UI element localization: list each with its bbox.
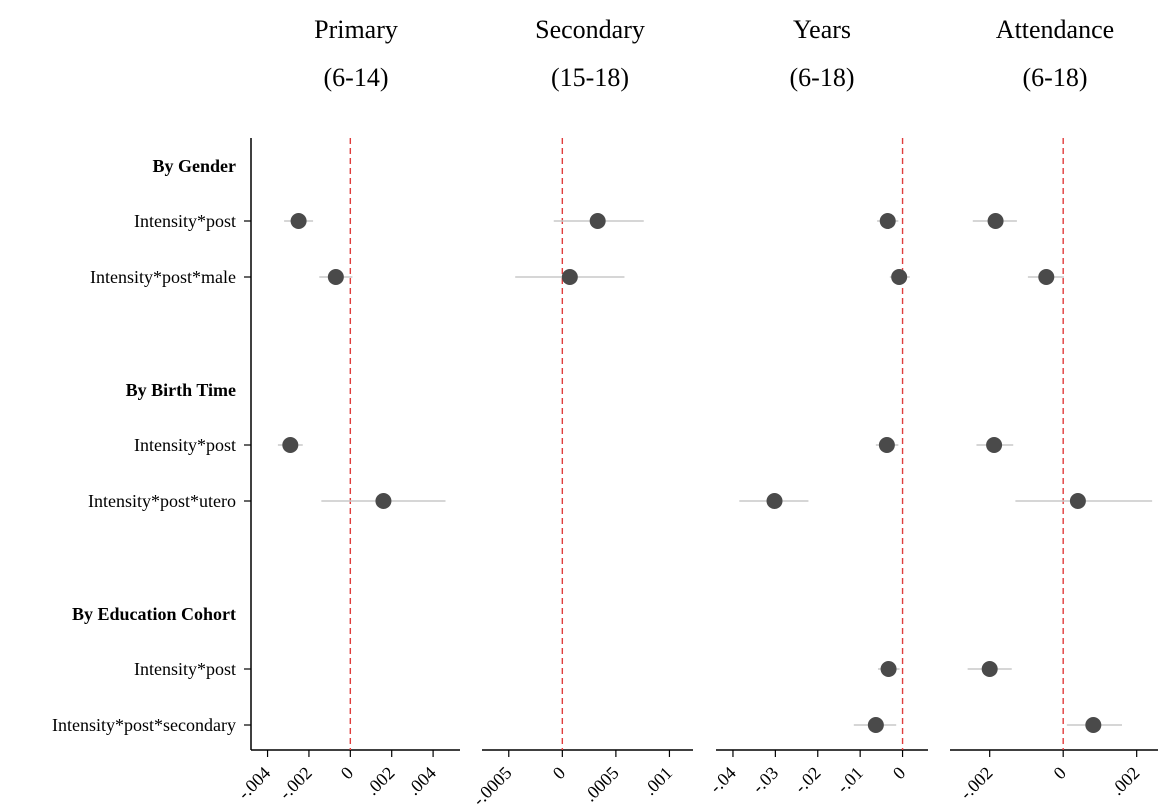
panel-subtitle: (6-14) (324, 63, 389, 92)
panel-subtitle: (15-18) (551, 63, 629, 92)
row-label: Intensity*post (134, 435, 236, 455)
point-estimate (766, 493, 783, 509)
x-tick-label: .0005 (580, 763, 623, 806)
x-tick-label: .002 (1107, 763, 1143, 799)
point-estimate (987, 213, 1004, 229)
point-estimate (1038, 269, 1055, 285)
point-estimate (589, 213, 606, 229)
row-label: Intensity*post*secondary (52, 715, 236, 735)
point-estimate (878, 437, 895, 453)
x-tick-label: 0 (549, 763, 570, 784)
x-tick-label: 0 (889, 763, 910, 784)
x-tick-label: -.002 (275, 763, 316, 804)
point-estimate (282, 437, 299, 453)
x-tick-label: -.0005 (469, 763, 516, 809)
point-estimate (867, 717, 884, 733)
x-tick-label: 0 (1050, 763, 1071, 784)
panel-title: Years (793, 15, 851, 44)
panel-subtitle: (6-18) (790, 63, 855, 92)
panel-title: Secondary (535, 15, 645, 44)
point-estimate (1085, 717, 1102, 733)
x-tick-label: -.01 (833, 763, 867, 797)
point-estimate (327, 269, 344, 285)
x-tick-label: .004 (404, 763, 440, 799)
row-label: Intensity*post (134, 659, 236, 679)
group-label: By Gender (153, 156, 237, 176)
row-label: Intensity*post (134, 211, 236, 231)
row-label: Intensity*post*utero (88, 491, 236, 511)
x-tick-label: -.002 (956, 763, 997, 804)
point-estimate (290, 213, 307, 229)
point-estimate (981, 661, 998, 677)
panel-title: Primary (314, 15, 398, 44)
point-estimate (986, 437, 1003, 453)
panel-title: Attendance (996, 15, 1114, 44)
x-tick-label: -.02 (790, 763, 824, 797)
x-tick-label: -.04 (705, 763, 739, 797)
group-label: By Birth Time (126, 380, 236, 400)
point-estimate (880, 661, 897, 677)
x-tick-label: .001 (640, 763, 676, 799)
x-tick-label: 0 (337, 763, 358, 784)
x-tick-label: -.004 (234, 763, 275, 804)
point-estimate (879, 213, 896, 229)
panel-subtitle: (6-18) (1023, 63, 1088, 92)
point-estimate (1069, 493, 1086, 509)
x-tick-label: .002 (362, 763, 398, 799)
point-estimate (891, 269, 908, 285)
point-estimate (375, 493, 392, 509)
point-estimate (561, 269, 578, 285)
x-tick-label: -.03 (748, 763, 782, 797)
group-label: By Education Cohort (72, 604, 236, 624)
row-label: Intensity*post*male (90, 267, 236, 287)
